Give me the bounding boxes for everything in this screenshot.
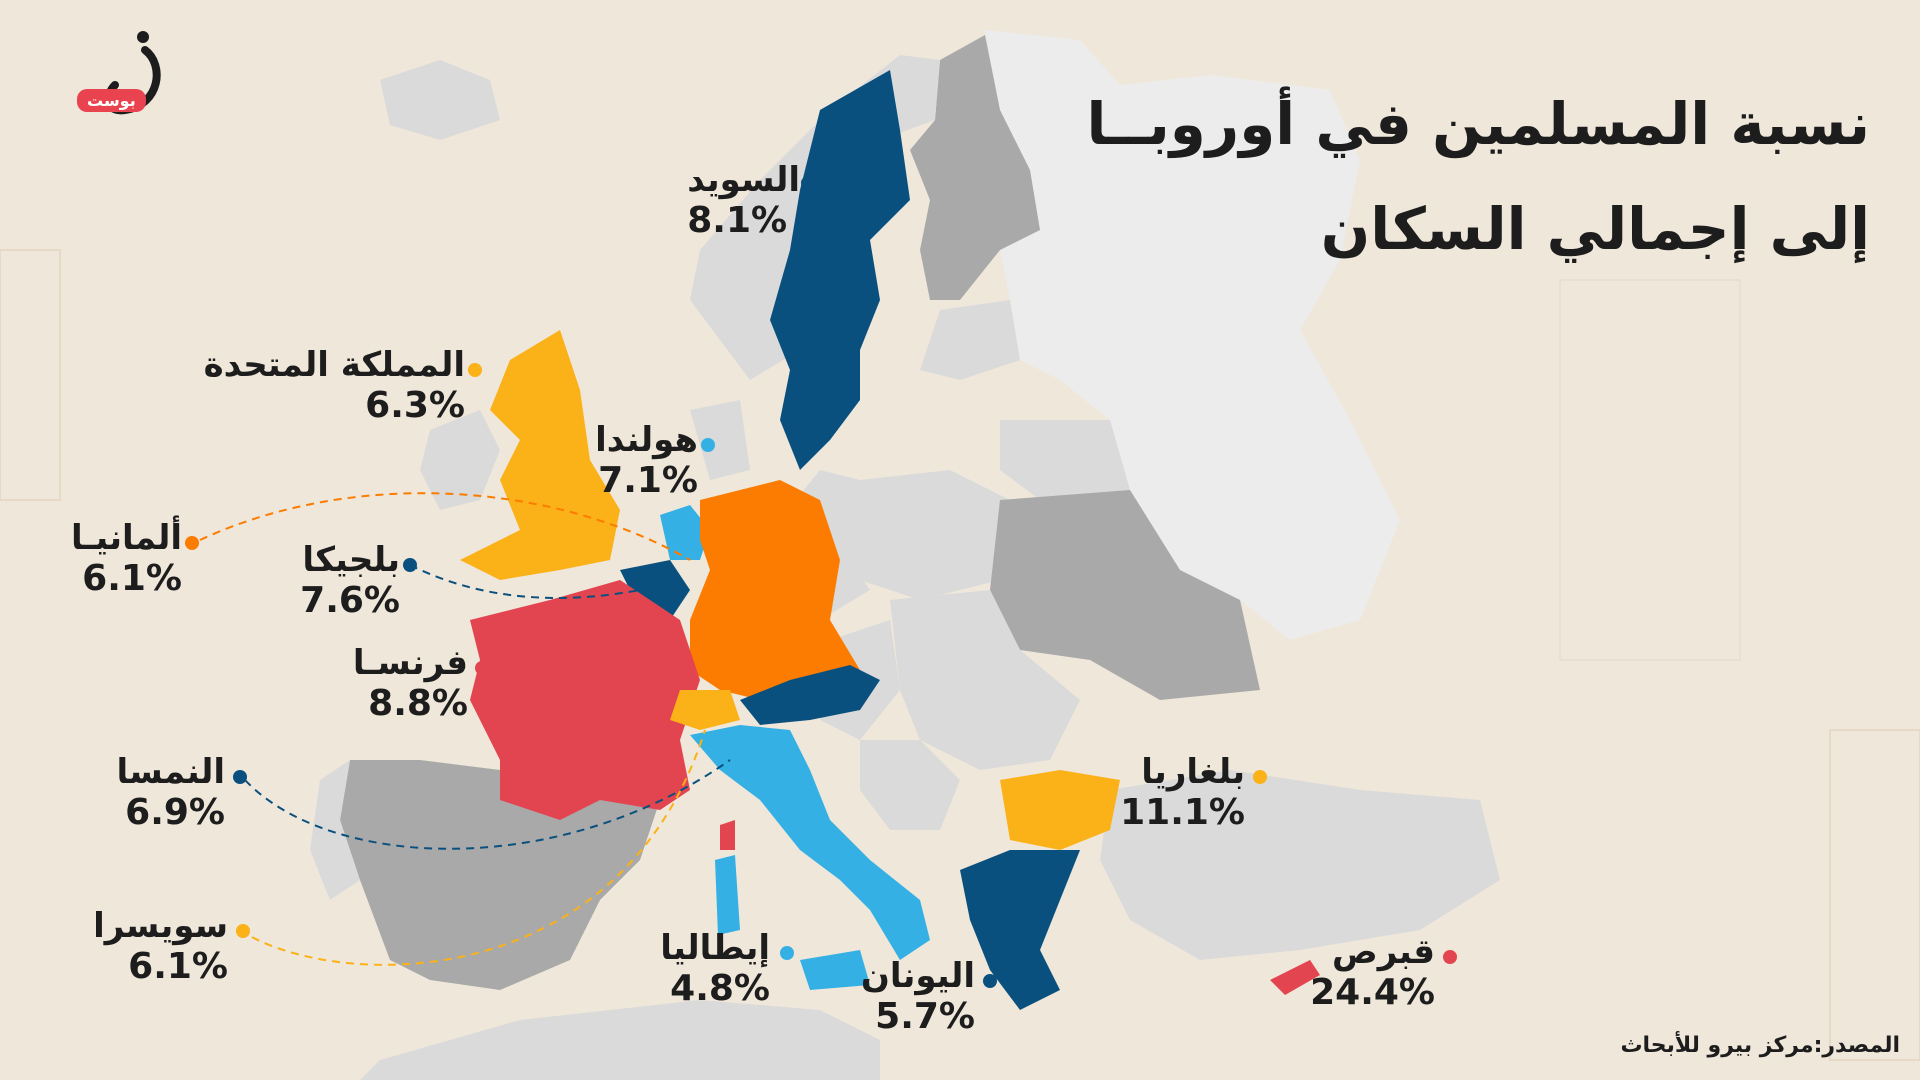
country-sweden [770, 70, 910, 470]
label-sweden: السويد 8.1% [687, 160, 800, 241]
label-france: فرنسـا 8.8% [353, 643, 468, 724]
label-netherlands-value: 7.1% [598, 460, 698, 501]
dot-germany [185, 536, 199, 550]
label-switzerland: سويسرا 6.1% [93, 906, 228, 987]
label-france-value: 8.8% [368, 683, 468, 724]
label-italy-value: 4.8% [670, 968, 770, 1009]
country-france [470, 580, 700, 820]
country-cyprus [1270, 960, 1320, 995]
label-greece-name: اليونان [860, 956, 975, 996]
label-italy: إيطاليا 4.8% [660, 928, 770, 1009]
label-cyprus: قبرص 24.4% [1310, 932, 1435, 1013]
label-greece-value: 5.7% [875, 996, 975, 1037]
label-uk-value: 6.3% [365, 385, 465, 426]
label-switzerland-name: سويسرا [93, 906, 228, 946]
label-switzerland-value: 6.1% [128, 946, 228, 987]
label-greece: اليونان 5.7% [861, 956, 975, 1037]
country-corsica [720, 820, 735, 850]
highlighted-countries [460, 70, 1320, 1010]
dot-uk [468, 363, 482, 377]
country-greece [960, 850, 1080, 1010]
dot-cyprus [1443, 950, 1457, 964]
title-line-1: نسبة المسلمين في أوروبــا [1086, 90, 1870, 158]
label-sweden-value: 8.1% [687, 200, 788, 241]
dot-france [475, 661, 489, 675]
label-cyprus-value: 24.4% [1310, 972, 1435, 1013]
label-austria-name: النمسا [116, 752, 225, 792]
title-line-2: إلى إجمالي السكان [1320, 195, 1870, 263]
label-belgium: بلجيكا 7.6% [300, 540, 400, 621]
country-switzerland [670, 690, 740, 730]
logo-badge: بوست [77, 89, 146, 112]
country-sicily [800, 950, 870, 990]
label-netherlands: هولندا 7.1% [595, 420, 698, 501]
label-uk: المملكة المتحدة 6.3% [204, 345, 465, 426]
label-bulgaria-value: 11.1% [1120, 792, 1245, 833]
label-bulgaria-name: بلغاريا [1141, 752, 1245, 792]
connector-germany [199, 492, 691, 561]
country-netherlands [660, 505, 710, 560]
label-germany: ألمانيـا 6.1% [71, 518, 182, 599]
dot-greece [983, 974, 997, 988]
background-countries [310, 30, 1500, 1080]
label-italy-name: إيطاليا [660, 928, 770, 968]
label-france-name: فرنسـا [352, 643, 468, 683]
connector-belgium [409, 564, 641, 599]
source-note: المصدر:مركز بيرو للأبحاث [1620, 1033, 1900, 1058]
country-italy [690, 725, 930, 960]
dot-italy [780, 946, 794, 960]
dot-belgium [403, 558, 417, 572]
label-austria-value: 6.9% [125, 792, 225, 833]
country-austria [740, 665, 880, 725]
label-sweden-name: السويد [687, 160, 800, 200]
dot-bulgaria [1253, 770, 1267, 784]
label-uk-name: المملكة المتحدة [203, 345, 465, 385]
connector-switzerland [239, 729, 706, 966]
label-dots [185, 176, 1457, 988]
label-bulgaria: بلغاريا 11.1% [1120, 752, 1245, 833]
label-germany-name: ألمانيـا [70, 518, 182, 558]
dot-switzerland [236, 924, 250, 938]
label-belgium-name: بلجيكا [302, 540, 400, 580]
connector-austria [244, 759, 731, 850]
label-netherlands-name: هولندا [595, 420, 698, 460]
dot-austria [233, 770, 247, 784]
label-austria: النمسا 6.9% [117, 752, 225, 833]
label-belgium-value: 7.6% [300, 580, 400, 621]
country-sardinia [715, 855, 740, 935]
country-uk [460, 330, 620, 580]
country-bulgaria [1000, 770, 1120, 850]
dot-sweden [801, 176, 815, 190]
label-germany-value: 6.1% [82, 558, 182, 599]
country-germany [690, 480, 860, 700]
nun-post-logo: بوست [35, 25, 185, 125]
connector-lines [199, 492, 731, 966]
label-cyprus-name: قبرص [1331, 932, 1435, 972]
dot-netherlands [701, 438, 715, 452]
pattern-left [0, 249, 1920, 1061]
